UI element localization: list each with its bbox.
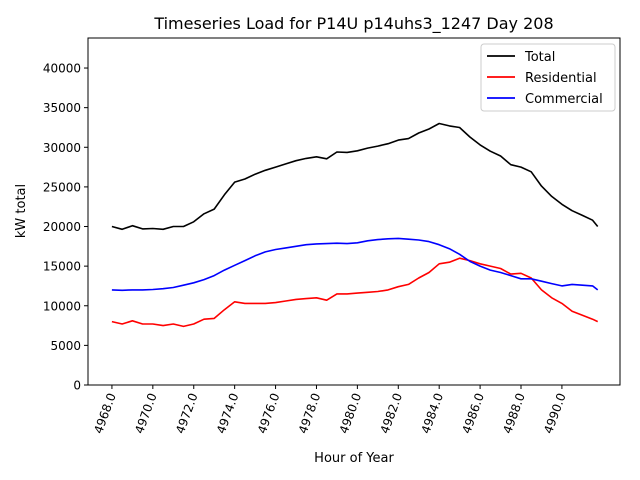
x-axis-label: Hour of Year xyxy=(314,451,394,466)
y-tick-label: 5000 xyxy=(50,339,81,353)
legend-label-commercial: Commercial xyxy=(525,92,603,107)
x-tick-label: 4982.0 xyxy=(378,391,406,435)
y-tick-label: 25000 xyxy=(43,180,81,194)
plot-frame xyxy=(87,37,621,386)
x-tick-label: 4986.0 xyxy=(459,391,487,435)
x-tick-label: 4976.0 xyxy=(255,391,283,435)
legend-label-residential: Residential xyxy=(525,71,597,86)
y-tick-label: 0 xyxy=(73,379,81,393)
x-tick-label: 4990.0 xyxy=(541,391,569,435)
x-tick-label: 4974.0 xyxy=(214,391,242,435)
y-tick-label: 30000 xyxy=(43,141,81,155)
y-tick-label: 35000 xyxy=(43,101,81,115)
y-axis-label: kW total xyxy=(14,184,29,238)
x-tick-label: 4968.0 xyxy=(91,391,119,435)
y-tick-label: 15000 xyxy=(43,260,81,274)
legend: Total Residential Commercial xyxy=(480,43,616,112)
x-tick-label: 4972.0 xyxy=(173,391,201,435)
x-tick-label: 4984.0 xyxy=(418,391,446,435)
series-line-commercial xyxy=(111,237,599,292)
y-tick-label: 40000 xyxy=(43,62,81,76)
series-line-residential xyxy=(111,257,599,328)
y-tick-label: 20000 xyxy=(43,220,81,234)
chart-title: Timeseries Load for P14U p14uhs3_1247 Da… xyxy=(153,14,553,34)
legend-box xyxy=(480,43,616,112)
x-tick-label: 4980.0 xyxy=(337,391,365,435)
x-tick-label: 4978.0 xyxy=(296,391,324,435)
x-tick-label: 4970.0 xyxy=(132,391,160,435)
series-line-total xyxy=(111,122,599,231)
y-tick-label: 10000 xyxy=(43,299,81,313)
legend-label-total: Total xyxy=(524,50,555,65)
x-tick-label: 4988.0 xyxy=(500,391,528,435)
